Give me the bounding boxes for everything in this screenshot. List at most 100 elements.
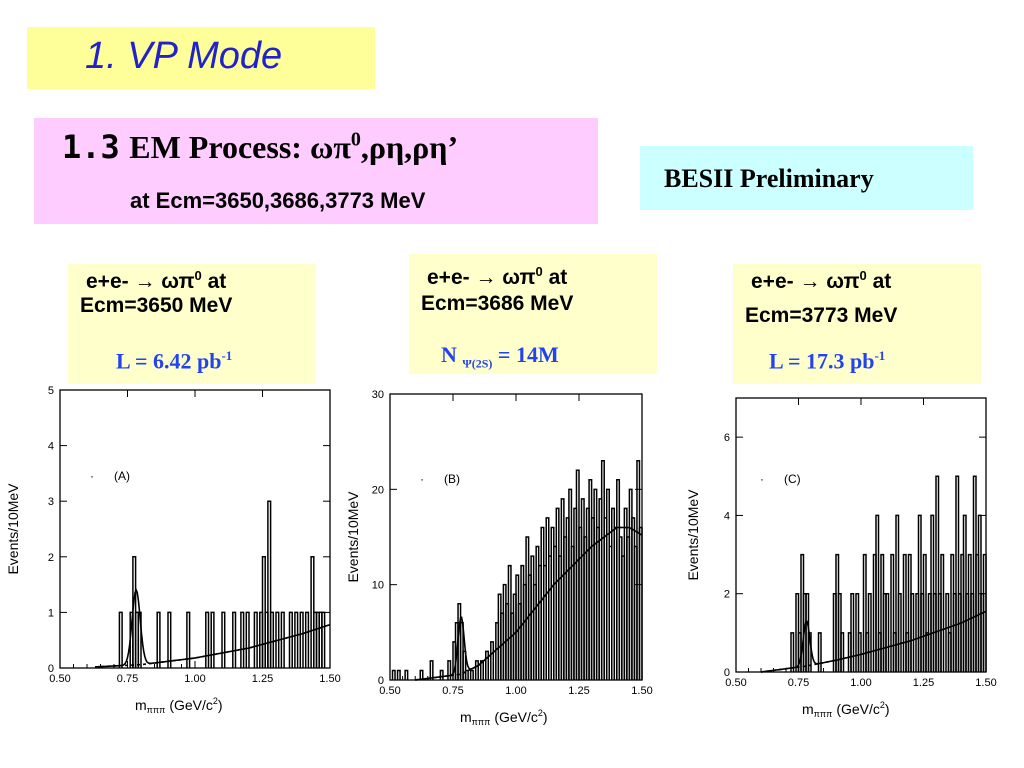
histogram-bin bbox=[210, 611, 215, 668]
histogram-bin bbox=[935, 475, 940, 672]
histogram-bin bbox=[304, 611, 310, 668]
histogram-bin bbox=[462, 650, 467, 680]
histogram-bin bbox=[464, 669, 469, 680]
x-tick-label: 1.50 bbox=[631, 685, 652, 697]
histogram-bin bbox=[940, 553, 945, 672]
luminosity-c: L = 17.3 pb-1 bbox=[769, 348, 886, 374]
luminosity-a: L = 6.42 pb-1 bbox=[116, 348, 233, 374]
histogram-bin bbox=[429, 660, 434, 680]
x-tick-label: 0.50 bbox=[49, 673, 70, 685]
x-tick-label: 1.25 bbox=[568, 685, 589, 697]
x-tick-label: 0.50 bbox=[725, 677, 746, 689]
histogram-bin bbox=[240, 611, 245, 668]
y-tick-label: 30 bbox=[372, 389, 384, 401]
x-tick-label: 0.50 bbox=[379, 685, 400, 697]
y-axis-label: Events/10MeV bbox=[685, 489, 701, 581]
label-box-b: e+e- → ωπ0 at Ecm=3686 MeV N Ψ(2S) = 14M bbox=[409, 254, 657, 374]
histogram-bin bbox=[118, 611, 123, 668]
histogram-bin bbox=[404, 669, 409, 680]
x-axis-label: mπππ (GeV/c2) bbox=[135, 696, 223, 715]
signal-fit-curve bbox=[95, 587, 330, 668]
panel-label: (B) bbox=[444, 472, 460, 486]
panel-dot: · bbox=[420, 472, 424, 486]
y-tick-label: 4 bbox=[724, 510, 730, 522]
y-tick-label: 2 bbox=[724, 589, 730, 601]
histogram-a: 0.50 0.75 1.00 1.25 1.50 0 1 2 3 4 5 · (A) Events/10M… bbox=[5, 385, 341, 715]
process-sup: 0 bbox=[350, 128, 361, 151]
y-axis-label: Events/10MeV bbox=[345, 491, 361, 583]
besii-badge: BESII Preliminary bbox=[640, 146, 973, 210]
histogram-bin bbox=[253, 611, 258, 668]
histogram-bin bbox=[474, 660, 479, 680]
y-tick-label: 5 bbox=[48, 385, 54, 397]
histogram-bin bbox=[875, 514, 880, 672]
process-label: EM Process: ωπ bbox=[129, 129, 351, 165]
signal-fit-curve bbox=[415, 526, 643, 681]
subtitle-line2: at Ecm=3650,3686,3773 MeV bbox=[130, 188, 426, 213]
x-tick-label: 1.25 bbox=[913, 677, 934, 689]
title-box: 1. VP Mode bbox=[27, 27, 375, 89]
x-tick-label: 1.00 bbox=[184, 673, 205, 685]
y-tick-label: 0 bbox=[378, 675, 384, 687]
x-axis-label: mπππ (GeV/c2) bbox=[802, 700, 890, 719]
y-tick-label: 6 bbox=[724, 432, 730, 444]
y-tick-label: 0 bbox=[724, 667, 730, 679]
histogram-c: 0.50 0.75 1.00 1.25 1.50 0 2 4 6 · (C) Events/10MeV… bbox=[685, 397, 997, 719]
histogram-bin bbox=[156, 611, 161, 668]
reaction-label-c: e+e- → ωπ0 at bbox=[751, 268, 892, 293]
y-tick-label: 3 bbox=[48, 496, 54, 508]
subtitle-box: 1.3 EM Process: ωπ0,ρη,ρη’ at Ecm=3650,3… bbox=[34, 118, 598, 224]
histogram-bin bbox=[419, 669, 424, 680]
slide-title: 1. VP Mode bbox=[85, 35, 283, 77]
histogram-bin bbox=[902, 553, 907, 672]
histogram-bin bbox=[890, 553, 895, 672]
histogram-bin bbox=[221, 611, 226, 668]
y-tick-label: 4 bbox=[48, 441, 54, 453]
panel-label: (A) bbox=[114, 469, 130, 483]
histogram-bin bbox=[321, 611, 326, 668]
histogram-bin bbox=[857, 632, 862, 672]
label-box-a: e+e- → ωπ0 at Ecm=3650 MeV L = 6.42 pb-1 bbox=[68, 264, 316, 384]
histogram-bin bbox=[850, 592, 855, 672]
y-tick-label: 1 bbox=[48, 607, 54, 619]
histogram-bin bbox=[232, 611, 237, 668]
histogram-bin bbox=[479, 660, 484, 680]
besii-label: BESII Preliminary bbox=[664, 164, 874, 193]
process-rest: ,ρη,ρη’ bbox=[360, 129, 459, 165]
label-box-c: e+e- → ωπ0 at Ecm=3773 MeV L = 17.3 pb-1 bbox=[733, 264, 981, 384]
section-number: 1.3 bbox=[62, 128, 120, 166]
histogram-b: 0.50 0.75 1.00 1.25 1.50 0 10 20 30 · (B) Events/10… bbox=[345, 389, 653, 727]
panel-label: (C) bbox=[784, 472, 801, 486]
histogram-bin bbox=[885, 592, 890, 672]
events-b: N Ψ(2S) = 14M bbox=[441, 342, 559, 371]
x-tick-label: 1.00 bbox=[505, 685, 526, 697]
x-tick-label: 1.50 bbox=[975, 677, 996, 689]
energy-label-b: Ecm=3686 MeV bbox=[421, 292, 574, 315]
histogram-bin bbox=[469, 669, 474, 680]
histogram-bin bbox=[396, 669, 401, 680]
histogram-bin bbox=[955, 475, 960, 672]
histogram-bin bbox=[299, 611, 304, 668]
histogram-bin bbox=[269, 611, 275, 668]
histogram-bin bbox=[867, 592, 872, 672]
x-tick-label: 0.75 bbox=[117, 673, 138, 685]
x-tick-label: 1.25 bbox=[252, 673, 273, 685]
histogram-bin bbox=[910, 592, 915, 672]
histogram-bin bbox=[439, 669, 444, 680]
y-tick-label: 20 bbox=[372, 484, 384, 496]
histogram-bin bbox=[447, 660, 452, 680]
histogram-bin bbox=[485, 650, 490, 680]
histogram-bin bbox=[288, 611, 293, 668]
energy-label-c: Ecm=3773 MeV bbox=[745, 304, 898, 327]
histogram-bin bbox=[267, 500, 272, 668]
y-axis-label: Events/10MeV bbox=[5, 483, 21, 575]
panel-dot: · bbox=[90, 469, 94, 483]
x-tick-label: 1.50 bbox=[319, 673, 340, 685]
histogram-bin bbox=[840, 632, 845, 672]
histogram-bin bbox=[982, 553, 987, 672]
y-tick-label: 2 bbox=[48, 552, 54, 564]
x-tick-label: 1.00 bbox=[850, 677, 871, 689]
x-tick-label: 0.75 bbox=[442, 685, 463, 697]
histogram-bin bbox=[391, 669, 396, 680]
x-axis-label: mπππ (GeV/c2) bbox=[460, 708, 548, 727]
